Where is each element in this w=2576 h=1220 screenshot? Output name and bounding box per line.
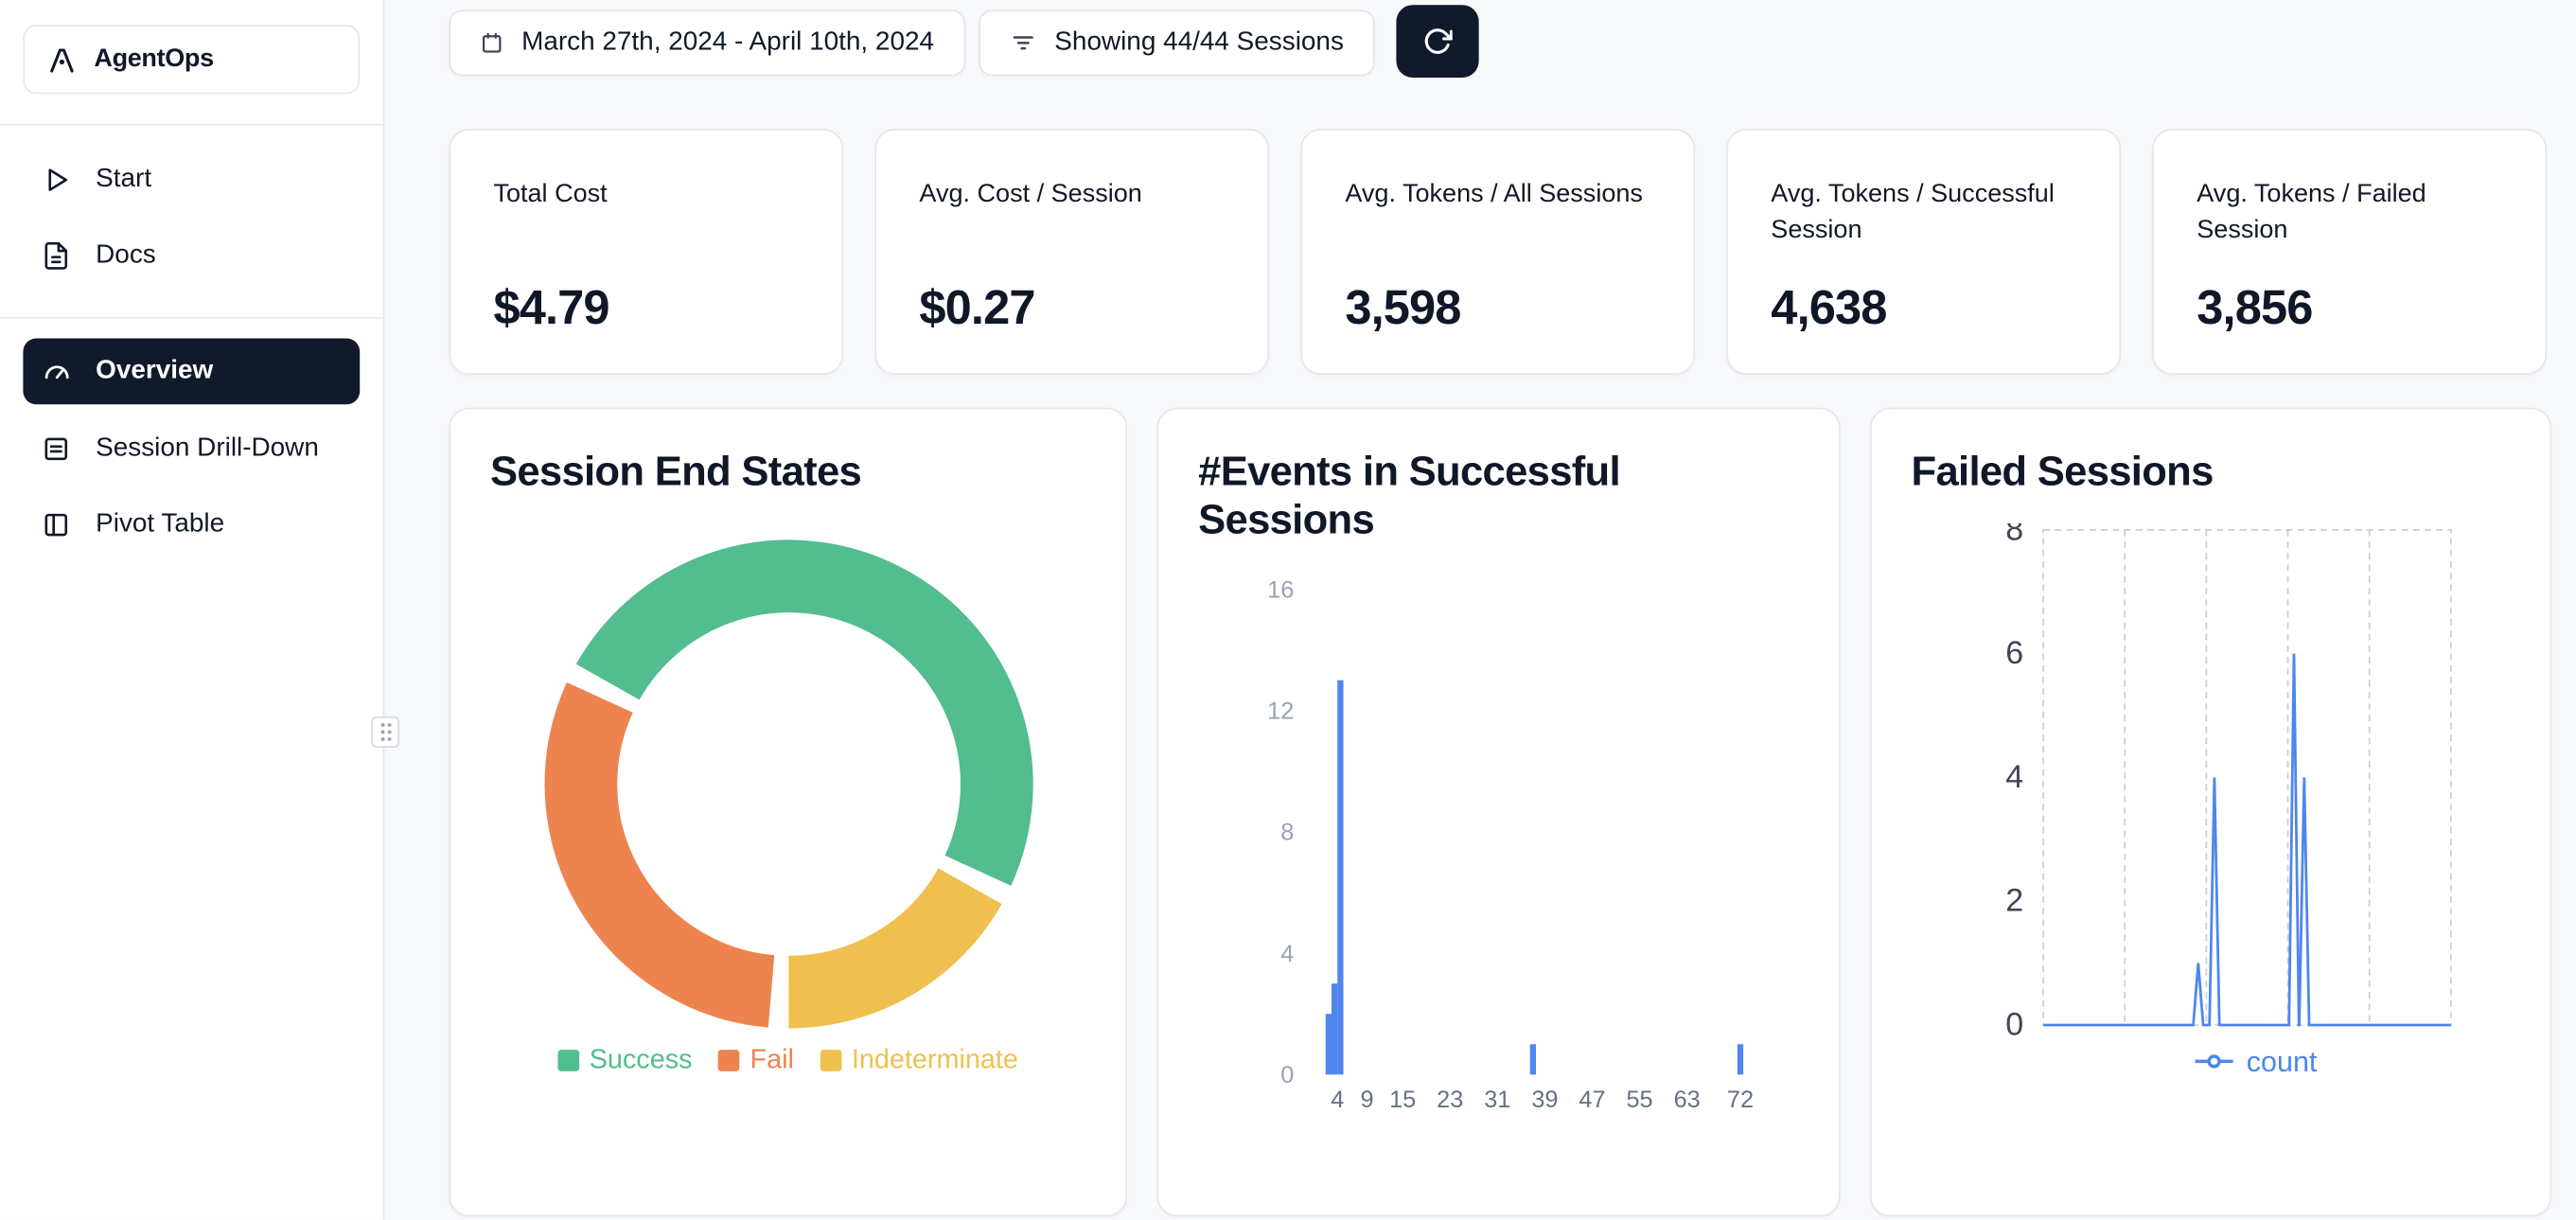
stat-label: Avg. Cost / Session <box>919 180 1142 208</box>
svg-text:4: 4 <box>2005 758 2023 794</box>
stat-label: Avg. Tokens / All Sessions <box>1345 180 1643 208</box>
svg-text:2: 2 <box>2005 882 2023 918</box>
sidebar-item-label: Start <box>96 165 152 194</box>
sidebar-item-label: Session Drill-Down <box>96 433 319 463</box>
stat-card-avg-tokens-failed: Avg. Tokens / Failed Session 3,856 <box>2152 129 2547 375</box>
donut-legend: Success Fail Indeterminate <box>490 1044 1086 1075</box>
stat-card-avg-cost-session: Avg. Cost / Session $0.27 <box>874 129 1270 375</box>
sidebar-divider <box>0 123 383 126</box>
stats-row: Total Cost $4.79 Avg. Cost / Session $0.… <box>449 129 2551 375</box>
sidebar-resize-handle[interactable] <box>371 716 400 749</box>
charts-row: Session End States Success Fail Indetermin… <box>449 407 2552 1217</box>
svg-text:0: 0 <box>2005 1006 2023 1037</box>
chart-title: Session End States <box>489 449 862 496</box>
line-chart: 0 2 4 6 8 <box>2005 522 2452 1037</box>
count-legend-label: count <box>2246 1044 2318 1077</box>
chart-card-failed-sessions: Failed Sessions 0 2 4 6 8 count <box>1869 407 2552 1217</box>
play-icon <box>40 165 73 194</box>
svg-text:9: 9 <box>1361 1087 1374 1113</box>
legend-swatch-icon <box>718 1049 741 1070</box>
stat-card-total-cost: Total Cost $4.79 <box>449 129 844 375</box>
line-series-marker-icon <box>2195 1054 2233 1069</box>
svg-text:0: 0 <box>1280 1062 1294 1088</box>
refresh-icon <box>1423 27 1454 56</box>
stat-value: 3,598 <box>1345 282 1461 336</box>
stat-value: $4.79 <box>493 282 609 336</box>
stat-card-avg-tokens-all: Avg. Tokens / All Sessions 3,598 <box>1300 129 1696 375</box>
chart-title: #Events in Successful Sessions <box>1198 449 1620 542</box>
sidebar: AgentOps Start Docs <box>0 0 385 1220</box>
sidebar-divider <box>0 316 383 319</box>
sessions-filter-button[interactable]: Showing 44/44 Sessions <box>979 9 1376 77</box>
stat-label: Avg. Tokens / Failed Session <box>2197 180 2426 245</box>
legend-swatch-icon <box>557 1049 580 1070</box>
count-legend[interactable]: count <box>2002 1044 2510 1079</box>
svg-text:8: 8 <box>2005 522 2023 546</box>
sidebar-item-overview[interactable]: Overview <box>23 338 361 405</box>
date-range-button[interactable]: March 27th, 2024 - April 10th, 2024 <box>449 9 966 77</box>
sidebar-item-session-drill-down[interactable]: Session Drill-Down <box>23 411 360 486</box>
sidebar-item-label: Docs <box>96 240 156 270</box>
sidebar-menu-top: Start Docs <box>0 126 383 294</box>
stat-label: Avg. Tokens / Successful Session <box>1771 180 2055 245</box>
chart-card-events-histogram: #Events in Successful Sessions 0 4 8 12 16 4 9… <box>1156 407 1841 1217</box>
sessions-filter-label: Showing 44/44 Sessions <box>1054 27 1344 57</box>
stat-value: $0.27 <box>919 282 1035 336</box>
legend-swatch-icon <box>820 1049 842 1070</box>
filter-icon <box>1010 29 1036 56</box>
sidebar-item-start[interactable]: Start <box>23 142 360 218</box>
svg-text:55: 55 <box>1626 1087 1652 1113</box>
svg-text:4: 4 <box>1280 941 1294 967</box>
stat-value: 3,856 <box>2197 282 2313 336</box>
svg-text:31: 31 <box>1484 1087 1510 1113</box>
legend-label: Indeterminate <box>851 1044 1018 1074</box>
grip-dots-icon <box>379 723 391 741</box>
legend-item-indeterminate[interactable]: Indeterminate <box>820 1044 1018 1075</box>
stat-card-avg-tokens-successful: Avg. Tokens / Successful Session 4,638 <box>1726 129 2122 375</box>
sidebar-item-pivot-table[interactable]: Pivot Table <box>23 486 360 562</box>
refresh-button[interactable] <box>1396 5 1479 78</box>
sidebar-item-docs[interactable]: Docs <box>23 218 360 293</box>
svg-text:8: 8 <box>1280 820 1294 846</box>
chart-title: Failed Sessions <box>1911 449 2214 496</box>
list-panel-icon <box>40 434 73 464</box>
table-columns-icon <box>40 510 73 539</box>
stat-value: 4,638 <box>1771 282 1887 336</box>
app-name: AgentOps <box>94 44 214 73</box>
logo[interactable]: AgentOps <box>23 25 361 95</box>
sidebar-menu-nav: Overview Session Drill-Down <box>0 319 383 563</box>
donut-chart <box>490 536 1086 1031</box>
legend-label: Fail <box>750 1044 794 1074</box>
sidebar-item-label: Overview <box>96 356 214 385</box>
main-content: March 27th, 2024 - April 10th, 2024 Show… <box>384 0 2576 1220</box>
stat-label: Total Cost <box>493 180 608 208</box>
svg-text:6: 6 <box>2005 634 2023 670</box>
calendar-icon <box>481 31 503 54</box>
svg-text:15: 15 <box>1389 1087 1416 1113</box>
gauge-icon <box>40 356 73 387</box>
document-icon <box>40 241 73 271</box>
svg-text:47: 47 <box>1579 1087 1605 1113</box>
sidebar-item-label: Pivot Table <box>96 509 225 539</box>
svg-text:12: 12 <box>1267 698 1294 725</box>
svg-text:23: 23 <box>1437 1087 1463 1113</box>
svg-text:4: 4 <box>1331 1087 1344 1113</box>
date-range-label: March 27th, 2024 - April 10th, 2024 <box>521 27 934 57</box>
legend-label: Success <box>589 1044 693 1074</box>
legend-item-success[interactable]: Success <box>557 1044 693 1075</box>
svg-text:16: 16 <box>1267 576 1294 603</box>
svg-text:39: 39 <box>1531 1087 1558 1113</box>
legend-item-fail[interactable]: Fail <box>718 1044 794 1075</box>
chart-card-session-end-states: Session End States Success Fail Indetermin… <box>449 407 1128 1217</box>
svg-text:63: 63 <box>1674 1087 1701 1113</box>
svg-text:72: 72 <box>1727 1087 1754 1113</box>
toolbar: March 27th, 2024 - April 10th, 2024 Show… <box>449 5 2551 78</box>
agentops-logo-icon <box>44 42 79 77</box>
